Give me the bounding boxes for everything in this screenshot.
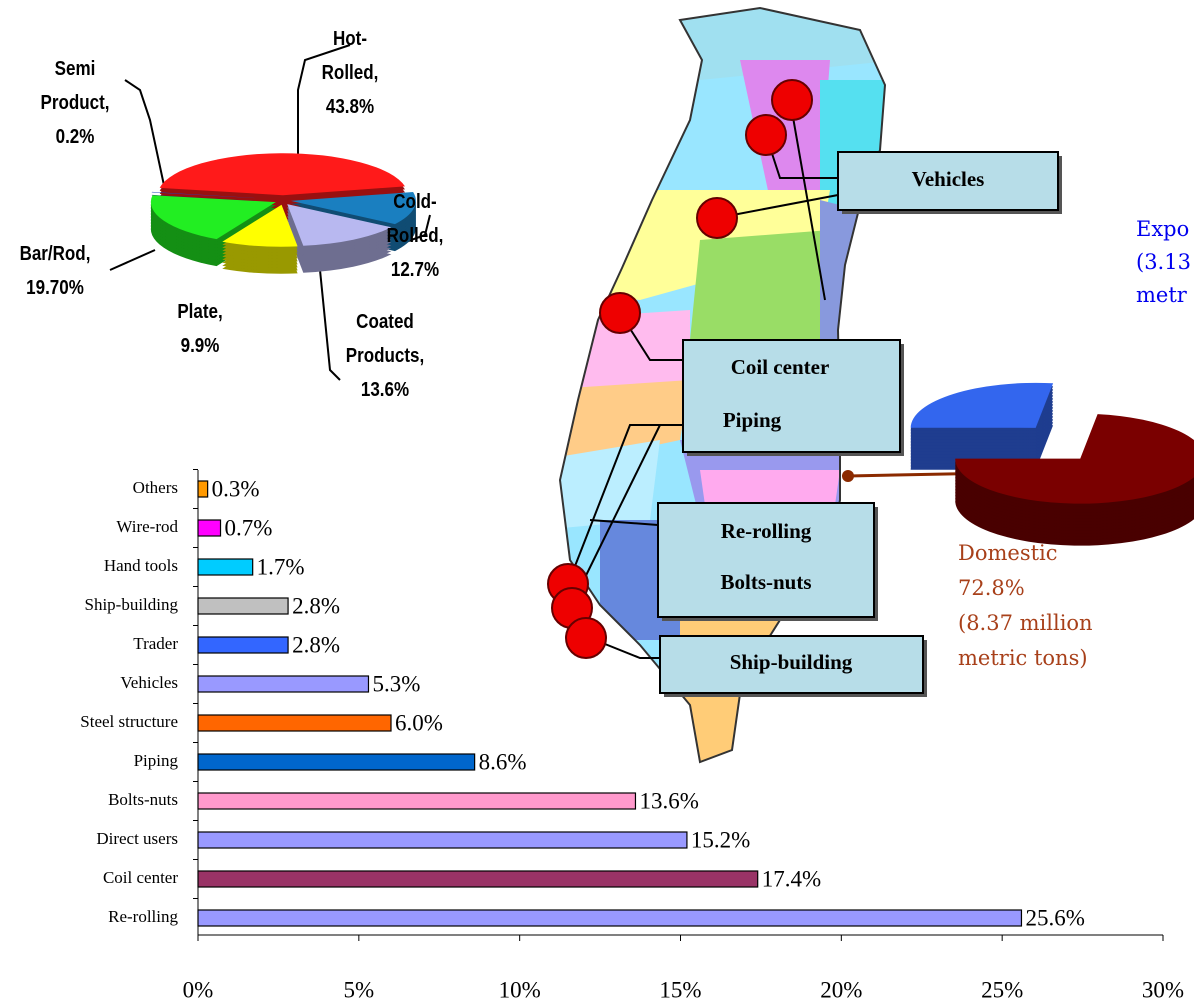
- pie-side: [151, 194, 276, 203]
- y-tick-label: Trader: [133, 634, 178, 653]
- pie-value-label: 43.8%: [325, 96, 375, 118]
- pie-slice: [290, 192, 416, 225]
- pie-category: Hot-Rolled,: [321, 28, 379, 84]
- bar: [197, 792, 637, 810]
- pie-value-label: 19.70%: [26, 277, 84, 299]
- pie-text: metr: [1136, 283, 1188, 307]
- pie-slice: [150, 195, 276, 240]
- pie-label: Semi Product, 0.2%: [33, 52, 118, 154]
- bar: [197, 480, 209, 498]
- pie-value-label: 13.6%: [360, 379, 410, 401]
- x-tick-label: 25%: [981, 977, 1023, 1002]
- pie-category: Plate,: [177, 301, 223, 323]
- bar: [197, 870, 759, 888]
- bar: [197, 519, 222, 537]
- x-tick-label: 15%: [659, 977, 701, 1002]
- map-label: Vehicles: [912, 167, 985, 191]
- map-label: Ship-building: [730, 650, 853, 674]
- data-label: 25.6%: [1025, 905, 1084, 930]
- pie-text: Domestic: [958, 541, 1058, 565]
- bar: [197, 675, 370, 693]
- y-tick-label: Ship-building: [84, 595, 178, 614]
- data-label: 2.8%: [292, 632, 340, 657]
- pie-slice: [222, 204, 298, 247]
- y-tick-label: Hand tools: [104, 556, 178, 575]
- data-label: 8.6%: [479, 749, 527, 774]
- data-label: 13.6%: [639, 788, 698, 813]
- pie-text: Expo: [1136, 217, 1189, 241]
- bar: [197, 597, 289, 615]
- map-label: Re-rolling: [721, 519, 812, 543]
- map-label: Coil center: [731, 355, 830, 379]
- x-tick-label: 0%: [183, 977, 214, 1002]
- pie-label: Expo (3.13 metr: [1136, 217, 1191, 307]
- pie-category: Semi Product,: [40, 58, 110, 114]
- pie-label: Plate, 9.9%: [162, 295, 239, 363]
- pie-value-label: 12.7%: [390, 259, 440, 281]
- x-tick-label: 20%: [820, 977, 862, 1002]
- pie-label: Cold-Rolled, 12.7%: [373, 185, 458, 287]
- pie-text: 72.8%: [958, 576, 1025, 600]
- y-tick-label: Direct users: [96, 829, 178, 848]
- data-label: 0.3%: [212, 476, 260, 501]
- pie-value-label: 9.9%: [180, 335, 220, 357]
- bar: [197, 753, 476, 771]
- x-tick-label: 5%: [343, 977, 374, 1002]
- y-tick-label: Vehicles: [120, 673, 178, 692]
- markers: [547, 79, 813, 659]
- pie-label: Coated Products, 13.6%: [338, 305, 432, 407]
- connector-dot: [842, 470, 854, 482]
- bar: [197, 831, 688, 849]
- y-tick-label: Wire-rod: [116, 517, 178, 536]
- pie-category: Bar/Rod,: [19, 243, 91, 265]
- y-tick-label: Steel structure: [80, 712, 178, 731]
- pie-label: Bar/Rod, 19.70%: [13, 237, 98, 305]
- data-label: 15.2%: [691, 827, 750, 852]
- data-label: 2.8%: [292, 593, 340, 618]
- data-label: 17.4%: [762, 866, 821, 891]
- pie-slice: [910, 382, 1054, 428]
- y-tick-label: Others: [133, 478, 178, 497]
- bar: [197, 909, 1023, 927]
- y-tick-label: Bolts-nuts: [108, 790, 178, 809]
- y-tick-label: Re-rolling: [108, 907, 178, 926]
- data-label: 0.7%: [225, 515, 273, 540]
- pie-slice: [955, 414, 1194, 504]
- data-label: 5.3%: [372, 671, 420, 696]
- pie-label: Hot-Rolled, 43.8%: [312, 22, 389, 124]
- pie-text: (8.37 million: [958, 611, 1093, 635]
- pie-label: Domestic 72.8% (8.37 million metric tons): [958, 541, 1093, 670]
- pie-text: metric tons): [958, 646, 1088, 670]
- x-tick-label: 10%: [499, 977, 541, 1002]
- y-tick-label: Piping: [134, 751, 179, 770]
- pie-category: Coated Products,: [345, 311, 425, 367]
- map-label: Piping: [723, 408, 782, 432]
- pie-slice: [151, 191, 276, 200]
- pie-text: (3.13: [1136, 250, 1191, 274]
- leaders: [109, 44, 839, 659]
- map-boxes: [657, 151, 1062, 697]
- pie-slice: [287, 204, 392, 246]
- x-tick-label: 30%: [1142, 977, 1184, 1002]
- map-label: Bolts-nuts: [720, 570, 811, 594]
- data-label: 6.0%: [395, 710, 443, 735]
- y-tick-label: Coil center: [103, 868, 178, 887]
- pie-category: Cold-Rolled,: [386, 191, 444, 247]
- bar: [197, 714, 392, 732]
- bar: [197, 558, 254, 576]
- pie-value-label: 0.2%: [55, 126, 95, 148]
- pie-slice: [159, 153, 405, 196]
- bar: [197, 636, 289, 654]
- data-label: 1.7%: [257, 554, 305, 579]
